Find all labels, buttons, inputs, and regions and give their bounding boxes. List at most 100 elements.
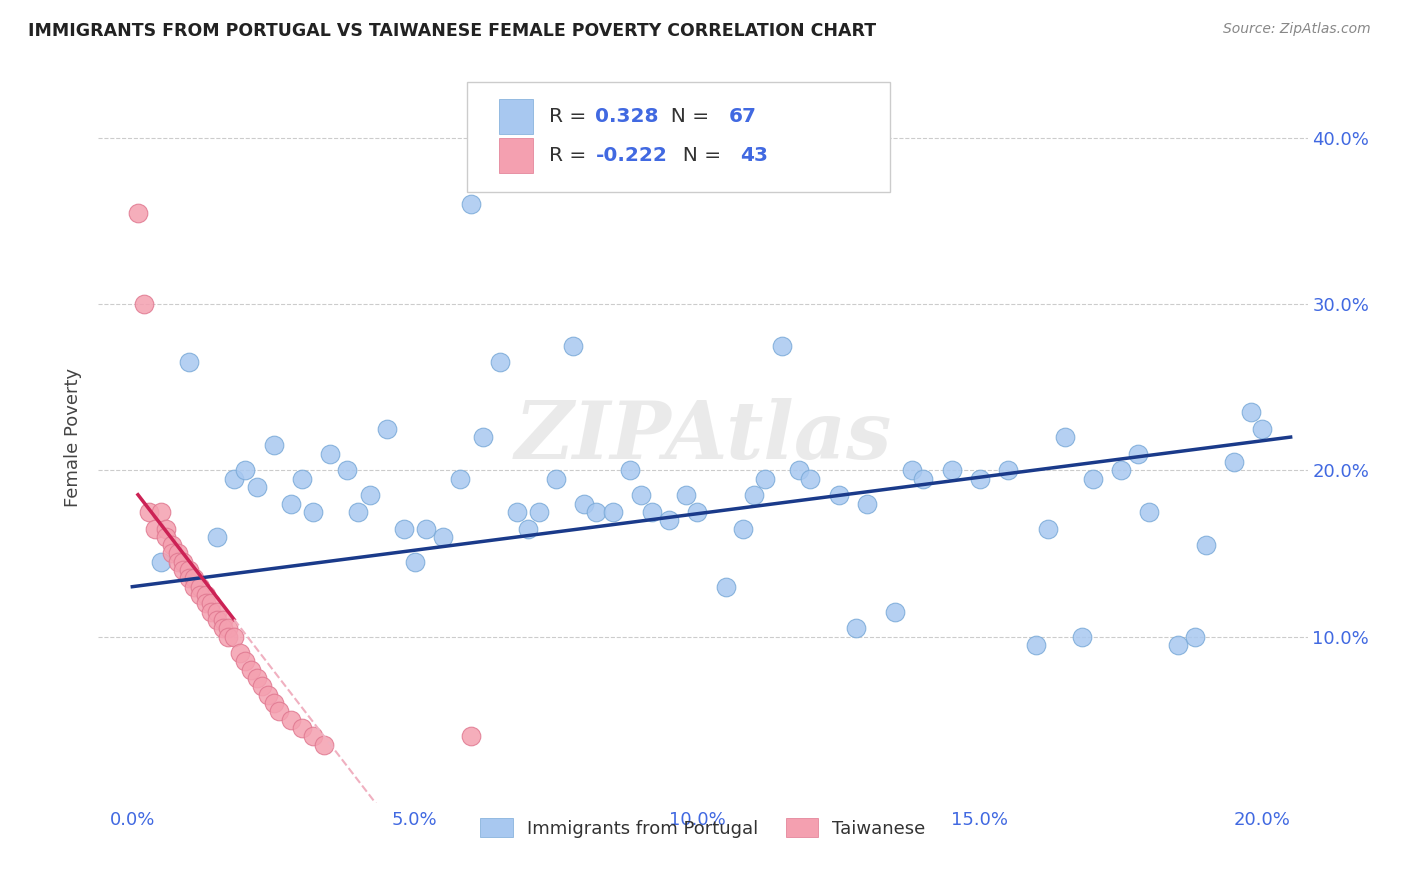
Point	[742, 488, 765, 502]
Point	[1137, 505, 1160, 519]
Point	[449, 472, 471, 486]
Point	[188, 580, 211, 594]
Point	[1053, 430, 1076, 444]
Point	[415, 521, 437, 535]
Point	[884, 605, 907, 619]
Point	[574, 497, 596, 511]
Point	[460, 197, 482, 211]
Point	[257, 688, 280, 702]
Point	[166, 555, 188, 569]
Point	[675, 488, 697, 502]
FancyBboxPatch shape	[467, 82, 890, 192]
Point	[188, 588, 211, 602]
Point	[845, 621, 868, 635]
Point	[211, 621, 233, 635]
Point	[347, 505, 370, 519]
Point	[375, 422, 398, 436]
FancyBboxPatch shape	[499, 138, 533, 173]
Text: 43: 43	[741, 146, 769, 165]
Point	[194, 596, 217, 610]
Point	[302, 505, 325, 519]
Point	[658, 513, 681, 527]
FancyBboxPatch shape	[499, 99, 533, 135]
Point	[1036, 521, 1059, 535]
Point	[392, 521, 415, 535]
Point	[217, 621, 239, 635]
Point	[160, 538, 183, 552]
Point	[319, 447, 342, 461]
Point	[754, 472, 776, 486]
Point	[471, 430, 494, 444]
Text: 67: 67	[728, 107, 756, 126]
Point	[602, 505, 624, 519]
Point	[302, 729, 325, 743]
Point	[200, 605, 222, 619]
Point	[200, 596, 222, 610]
Point	[280, 497, 302, 511]
Text: R =: R =	[550, 107, 593, 126]
Point	[222, 472, 245, 486]
Point	[127, 205, 149, 219]
Point	[1184, 630, 1206, 644]
Point	[205, 605, 228, 619]
Point	[177, 355, 200, 369]
Point	[488, 355, 510, 369]
Point	[827, 488, 849, 502]
Point	[799, 472, 821, 486]
Point	[912, 472, 935, 486]
Point	[252, 680, 274, 694]
Point	[280, 713, 302, 727]
Point	[291, 472, 314, 486]
Point	[856, 497, 879, 511]
Point	[1081, 472, 1104, 486]
Point	[263, 438, 285, 452]
Point	[505, 505, 527, 519]
Point	[183, 580, 205, 594]
Point	[630, 488, 652, 502]
Point	[233, 463, 256, 477]
Point	[1167, 638, 1189, 652]
Point	[263, 696, 285, 710]
Point	[997, 463, 1019, 477]
Point	[149, 555, 172, 569]
Point	[194, 588, 217, 602]
Point	[314, 738, 336, 752]
Text: Source: ZipAtlas.com: Source: ZipAtlas.com	[1223, 22, 1371, 37]
Point	[166, 546, 188, 560]
Point	[731, 521, 754, 535]
Text: IMMIGRANTS FROM PORTUGAL VS TAIWANESE FEMALE POVERTY CORRELATION CHART: IMMIGRANTS FROM PORTUGAL VS TAIWANESE FE…	[28, 22, 876, 40]
Point	[460, 729, 482, 743]
Point	[1070, 630, 1092, 644]
Y-axis label: Female Poverty: Female Poverty	[65, 368, 83, 507]
Point	[205, 530, 228, 544]
Point	[1251, 422, 1274, 436]
Point	[246, 480, 269, 494]
Point	[160, 546, 183, 560]
Point	[155, 521, 177, 535]
Point	[155, 530, 177, 544]
Text: ZIPAtlas: ZIPAtlas	[515, 399, 891, 475]
Point	[143, 521, 166, 535]
Point	[149, 505, 172, 519]
Point	[714, 580, 737, 594]
Point	[205, 613, 228, 627]
Point	[562, 338, 585, 352]
Point	[516, 521, 538, 535]
Point	[269, 705, 291, 719]
Point	[211, 613, 233, 627]
Point	[941, 463, 963, 477]
Point	[1109, 463, 1132, 477]
Text: N =: N =	[671, 146, 728, 165]
Point	[686, 505, 709, 519]
Point	[336, 463, 359, 477]
Point	[1126, 447, 1149, 461]
Point	[183, 571, 205, 585]
Text: -0.222: -0.222	[595, 146, 668, 165]
Point	[177, 563, 200, 577]
Legend: Immigrants from Portugal, Taiwanese: Immigrants from Portugal, Taiwanese	[472, 811, 934, 845]
Point	[770, 338, 793, 352]
Text: 0.328: 0.328	[595, 107, 659, 126]
Point	[246, 671, 269, 685]
Point	[222, 630, 245, 644]
Point	[233, 655, 256, 669]
